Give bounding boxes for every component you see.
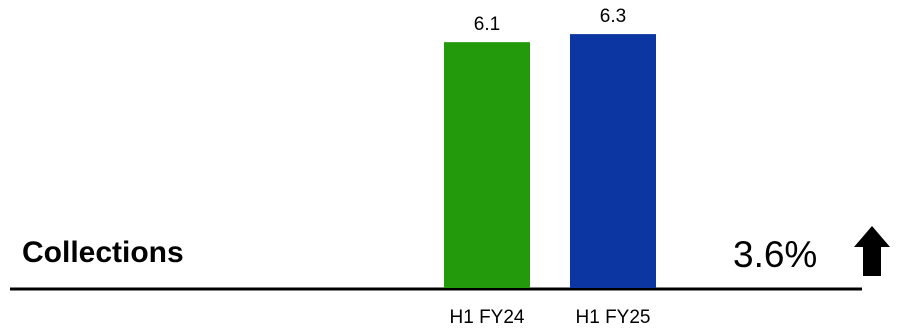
category-label: H1 FY25: [576, 307, 651, 328]
metric-label: Collections: [22, 236, 184, 269]
category-label: H1 FY24: [450, 307, 525, 328]
labels-group: 6.1 H1 FY24 6.3 H1 FY25: [450, 6, 651, 328]
change-percentage: 3.6%: [733, 234, 818, 275]
up-arrow-icon: [854, 226, 890, 276]
data-label: 6.1: [474, 14, 500, 35]
data-label: 6.3: [600, 6, 626, 27]
bar-h1-fy25: [570, 34, 656, 288]
bars-group: [444, 34, 656, 288]
bar-h1-fy24: [444, 42, 530, 288]
